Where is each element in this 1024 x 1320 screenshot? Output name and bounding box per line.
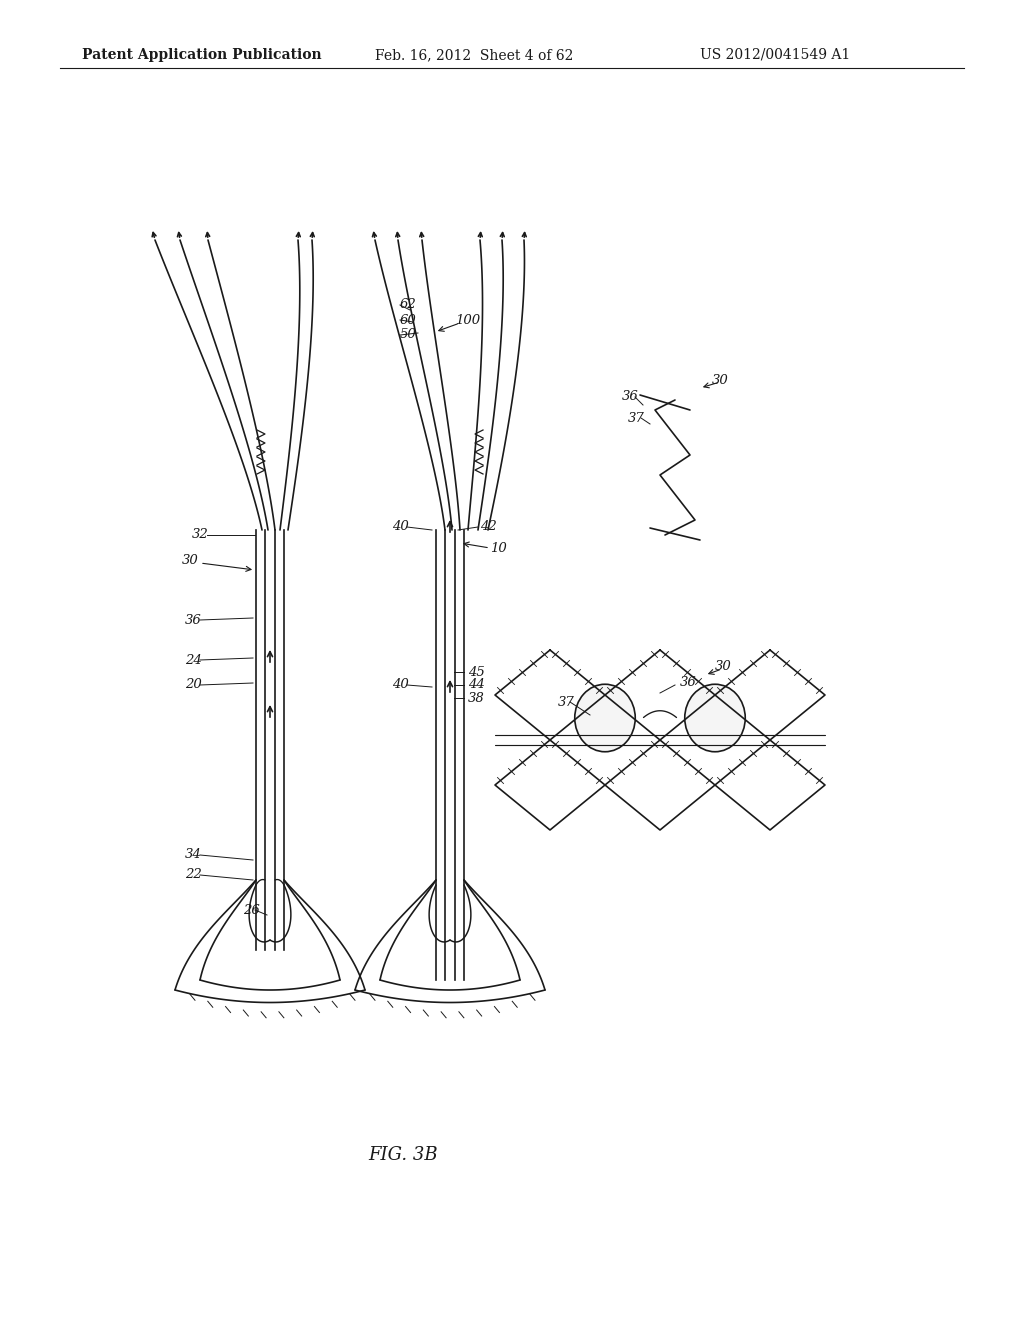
Text: 62: 62 [400,298,417,312]
Text: 32: 32 [193,528,209,541]
Text: US 2012/0041549 A1: US 2012/0041549 A1 [700,48,850,62]
Text: 100: 100 [455,314,480,326]
Text: 26: 26 [243,903,260,916]
Text: Patent Application Publication: Patent Application Publication [82,48,322,62]
Text: 36: 36 [680,676,696,689]
Text: 22: 22 [185,869,202,882]
Text: 36: 36 [185,614,202,627]
Text: 10: 10 [490,541,507,554]
Text: 42: 42 [480,520,497,533]
Text: 45: 45 [468,665,484,678]
Text: 40: 40 [392,678,409,692]
Text: 24: 24 [185,653,202,667]
Text: 37: 37 [558,696,574,709]
Text: 37: 37 [628,412,645,425]
Text: 50: 50 [400,329,417,342]
Ellipse shape [574,684,635,752]
Text: 30: 30 [712,374,729,387]
Text: 34: 34 [185,849,202,862]
Text: FIG. 3B: FIG. 3B [368,1146,437,1164]
Ellipse shape [685,684,745,752]
Text: 40: 40 [392,520,409,533]
Text: 38: 38 [468,692,484,705]
Text: 60: 60 [400,314,417,326]
Text: 44: 44 [468,678,484,692]
Text: Feb. 16, 2012  Sheet 4 of 62: Feb. 16, 2012 Sheet 4 of 62 [375,48,573,62]
Text: 20: 20 [185,678,202,692]
Text: 30: 30 [715,660,732,673]
Text: 36: 36 [622,391,639,404]
Text: 30: 30 [182,553,199,566]
